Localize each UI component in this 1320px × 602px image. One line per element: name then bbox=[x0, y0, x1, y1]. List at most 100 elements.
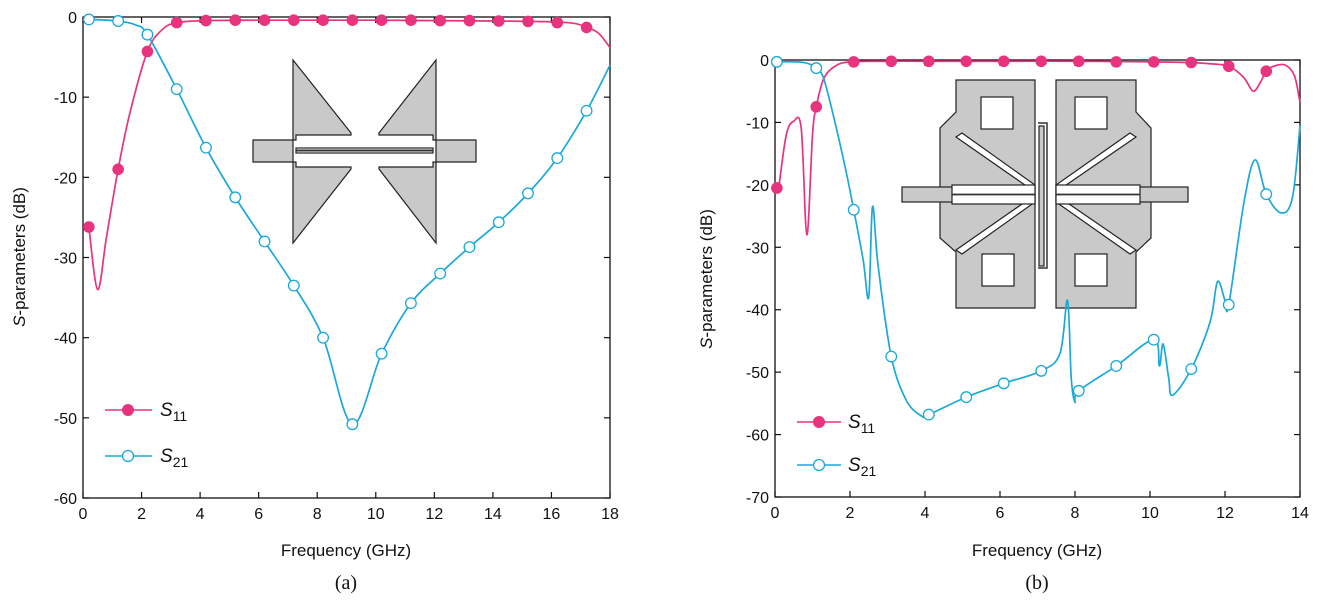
x-tick-label: 8 bbox=[313, 506, 322, 523]
data-point-s11 bbox=[810, 101, 823, 113]
legend-s21-marker bbox=[121, 449, 135, 463]
data-point-s21 bbox=[1260, 188, 1273, 201]
inset-coupling-line bbox=[1038, 122, 1048, 269]
x-axis: 0 2 4 6 8 10 12 14 bbox=[771, 60, 1309, 522]
data-point-s21 bbox=[492, 216, 505, 229]
legend-s21-label: S21 bbox=[160, 446, 188, 470]
y-tick-label: -60 bbox=[54, 491, 77, 508]
data-point-s11 bbox=[463, 14, 476, 27]
inset-square-bl bbox=[981, 253, 1015, 287]
data-point-s11 bbox=[83, 221, 95, 233]
legend-s11-marker bbox=[122, 404, 134, 416]
y-tick-label: -10 bbox=[54, 90, 77, 107]
data-point-s21 bbox=[258, 235, 271, 248]
data-point-s11 bbox=[170, 16, 183, 29]
y-tick-label: -50 bbox=[54, 411, 77, 428]
data-point-s11 bbox=[317, 14, 329, 27]
y-tick-label: -70 bbox=[746, 490, 769, 507]
y-tick-label: -30 bbox=[746, 240, 769, 257]
data-point-s21 bbox=[82, 13, 95, 26]
data-point-s21 bbox=[463, 241, 476, 254]
data-point-s21 bbox=[922, 408, 935, 421]
data-point-s21 bbox=[404, 297, 417, 310]
y-tick-label: -20 bbox=[746, 178, 769, 195]
inset-left-feed bbox=[901, 186, 957, 203]
legend-s21-marker bbox=[812, 458, 826, 472]
data-point-s11 bbox=[580, 21, 593, 34]
legend-s21-label: S21 bbox=[848, 455, 876, 479]
x-tick-label: 2 bbox=[137, 506, 146, 523]
x-tick-label: 14 bbox=[1291, 505, 1309, 522]
data-point-s21 bbox=[580, 104, 593, 117]
data-point-s21 bbox=[847, 203, 860, 216]
inset-square-br bbox=[1074, 253, 1108, 287]
inset-square-tl bbox=[980, 96, 1014, 130]
data-point-s11 bbox=[1035, 55, 1048, 68]
inset-right-feed bbox=[1135, 186, 1189, 203]
y-tick-label: 0 bbox=[68, 10, 77, 27]
inset-center-gap bbox=[1038, 125, 1045, 267]
y-tick-label: -40 bbox=[54, 331, 77, 348]
data-point-s21 bbox=[997, 377, 1010, 390]
data-point-s11 bbox=[258, 14, 271, 27]
data-point-s11 bbox=[112, 163, 124, 176]
data-point-s11 bbox=[885, 55, 898, 68]
data-point-s11 bbox=[1222, 60, 1235, 73]
y-axis: 0 -10 -20 -30 -40 -50 -60 -70 bbox=[746, 53, 1300, 507]
plot-frame bbox=[82, 16, 611, 499]
data-point-s21 bbox=[770, 55, 783, 68]
data-point-s11 bbox=[1110, 56, 1123, 68]
x-axis: 0 2 4 6 8 10 12 14 16 18 bbox=[79, 17, 619, 523]
data-point-s21 bbox=[200, 141, 212, 154]
y-tick-label: -50 bbox=[746, 365, 769, 382]
chart-panel-a: 0 -10 -20 -30 -40 -50 -60 0 2 4 6 8 10 12 14 16 18 S11 … bbox=[10, 10, 619, 594]
x-axis-label: Frequency (GHz) bbox=[972, 541, 1102, 560]
x-tick-label: 10 bbox=[1141, 505, 1159, 522]
data-point-s21 bbox=[112, 15, 125, 27]
data-point-s11 bbox=[1185, 56, 1198, 69]
series-markers bbox=[82, 13, 593, 431]
data-point-s21 bbox=[885, 350, 898, 363]
x-tick-label: 4 bbox=[921, 505, 930, 522]
data-point-s11 bbox=[375, 14, 388, 27]
data-point-s21 bbox=[810, 62, 823, 75]
x-tick-label: 2 bbox=[846, 505, 855, 522]
series-line-s21 bbox=[88, 18, 611, 426]
x-tick-label: 12 bbox=[1216, 505, 1234, 522]
panel-caption: (b) bbox=[1025, 572, 1048, 594]
data-point-s11 bbox=[288, 14, 300, 27]
legend-s11-label: S11 bbox=[160, 400, 187, 424]
data-point-s21 bbox=[375, 347, 388, 360]
x-tick-label: 12 bbox=[425, 506, 443, 523]
series-lines bbox=[88, 18, 611, 426]
data-point-s21 bbox=[522, 187, 534, 200]
y-tick-label: -40 bbox=[746, 303, 769, 320]
data-point-s11 bbox=[1072, 55, 1085, 68]
y-tick-label: 0 bbox=[760, 53, 769, 70]
x-tick-label: 16 bbox=[543, 506, 561, 523]
data-point-s21 bbox=[1035, 364, 1048, 377]
x-tick-label: 6 bbox=[996, 505, 1005, 522]
legend-a: S11 S21 bbox=[105, 400, 188, 470]
data-point-s21 bbox=[551, 152, 564, 165]
y-axis-label: S-parameters (dB) bbox=[10, 187, 29, 327]
data-point-s11 bbox=[229, 14, 242, 27]
data-point-s11 bbox=[492, 15, 505, 27]
data-point-s11 bbox=[771, 182, 783, 194]
inset-right-element bbox=[378, 58, 477, 245]
data-point-s11 bbox=[997, 55, 1010, 68]
data-point-s11 bbox=[960, 55, 973, 68]
circuit-inset-a bbox=[252, 58, 477, 245]
x-tick-label: 18 bbox=[601, 506, 619, 523]
data-point-s11 bbox=[434, 14, 446, 27]
inset-left-element bbox=[252, 58, 352, 245]
inset-square-tr bbox=[1074, 96, 1108, 130]
x-tick-label: 6 bbox=[254, 506, 263, 523]
y-axis-label: S-parameters (dB) bbox=[697, 209, 716, 349]
y-tick-label: -10 bbox=[746, 115, 769, 132]
x-tick-label: 10 bbox=[367, 506, 385, 523]
data-point-s11 bbox=[200, 14, 212, 27]
data-point-s21 bbox=[317, 331, 330, 344]
data-point-s11 bbox=[346, 14, 359, 27]
